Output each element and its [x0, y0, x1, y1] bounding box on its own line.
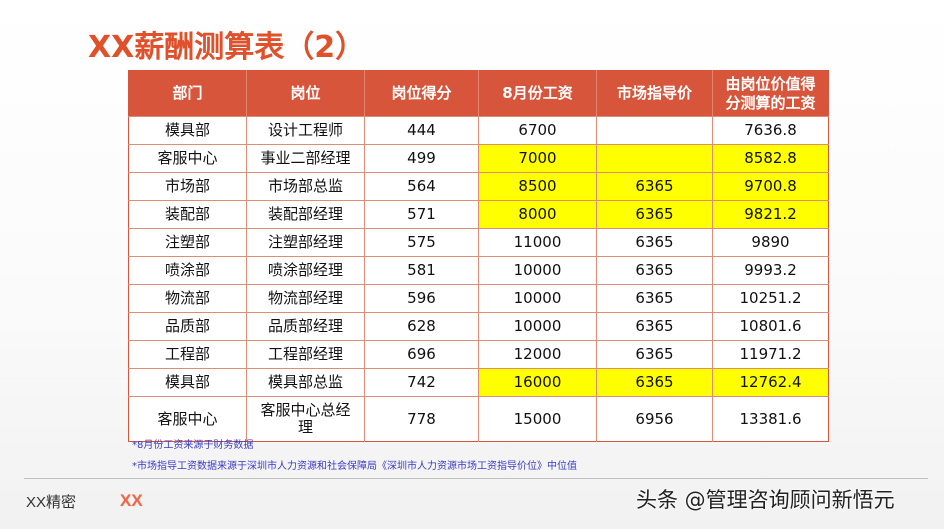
header-department: 部门	[128, 70, 247, 117]
cell-calculated-salary: 9821.2	[712, 200, 829, 229]
header-august-salary: 8月份工资	[478, 70, 597, 117]
footer-divider	[24, 478, 928, 479]
cell-position: 装配部经理	[246, 200, 365, 229]
cell-score: 596	[364, 284, 479, 313]
table-row: 市场部 市场部总监 564 8500 6365 9700.8	[128, 172, 829, 201]
cell-calculated-salary: 9890	[712, 228, 829, 257]
table-row: 物流部 物流部经理 596 10000 6365 10251.2	[128, 284, 829, 313]
cell-position: 喷涂部经理	[246, 256, 365, 285]
cell-department: 市场部	[128, 172, 247, 201]
cell-score: 499	[364, 144, 479, 173]
cell-market-price: 6956	[596, 396, 713, 442]
table-row: 模具部 设计工程师 444 6700 7636.8	[128, 116, 829, 145]
cell-market-price: 6365	[596, 228, 713, 257]
cell-score: 628	[364, 312, 479, 341]
table-row: 喷涂部 喷涂部经理 581 10000 6365 9993.2	[128, 256, 829, 285]
cell-market-price	[596, 116, 713, 145]
cell-position: 模具部总监	[246, 368, 365, 397]
cell-department: 模具部	[128, 368, 247, 397]
cell-department: 注塑部	[128, 228, 247, 257]
cell-market-price: 6365	[596, 368, 713, 397]
cell-score: 571	[364, 200, 479, 229]
cell-department: 喷涂部	[128, 256, 247, 285]
cell-calculated-salary: 11971.2	[712, 340, 829, 369]
cell-calculated-salary: 10801.6	[712, 312, 829, 341]
cell-score: 581	[364, 256, 479, 285]
footnote-august-salary: *8月份工资来源于财务数据	[132, 440, 254, 451]
cell-score: 742	[364, 368, 479, 397]
company-logo: XX	[120, 491, 143, 510]
cell-position: 客服中心总经 理	[246, 396, 365, 442]
cell-calculated-salary: 9993.2	[712, 256, 829, 285]
table-row: 工程部 工程部经理 696 12000 6365 11971.2	[128, 340, 829, 369]
cell-position: 市场部总监	[246, 172, 365, 201]
cell-calculated-salary: 9700.8	[712, 172, 829, 201]
header-market-guide-price: 市场指导价	[596, 70, 713, 117]
cell-position: 工程部经理	[246, 340, 365, 369]
cell-market-price: 6365	[596, 284, 713, 313]
cell-score: 696	[364, 340, 479, 369]
table-header-row: 部门 岗位 岗位得分 8月份工资 市场指导价 由岗位价值得 分测算的工资	[128, 70, 829, 117]
cell-august-salary: 7000	[478, 144, 597, 173]
cell-august-salary: 15000	[478, 396, 597, 442]
cell-market-price: 6365	[596, 340, 713, 369]
header-position: 岗位	[246, 70, 365, 117]
cell-department: 客服中心	[128, 396, 247, 442]
cell-score: 564	[364, 172, 479, 201]
cell-august-salary: 10000	[478, 284, 597, 313]
cell-august-salary: 10000	[478, 312, 597, 341]
cell-department: 物流部	[128, 284, 247, 313]
header-position-score: 岗位得分	[364, 70, 479, 117]
cell-calculated-salary: 10251.2	[712, 284, 829, 313]
cell-position: 设计工程师	[246, 116, 365, 145]
cell-position: 物流部经理	[246, 284, 365, 313]
cell-market-price	[596, 144, 713, 173]
footnote-market-guide: *市场指导工资数据来源于深圳市人力资源和社会保障局《深圳市人力资源市场工资指导价…	[132, 461, 577, 472]
cell-august-salary: 8000	[478, 200, 597, 229]
cell-calculated-salary: 7636.8	[712, 116, 829, 145]
table-row: 注塑部 注塑部经理 575 11000 6365 9890	[128, 228, 829, 257]
cell-score: 575	[364, 228, 479, 257]
cell-department: 装配部	[128, 200, 247, 229]
table-row: 模具部 模具部总监 742 16000 6365 12762.4	[128, 368, 829, 397]
table-row: 装配部 装配部经理 571 8000 6365 9821.2	[128, 200, 829, 229]
cell-score: 778	[364, 396, 479, 442]
table-body: 模具部 设计工程师 444 6700 7636.8 客服中心 事业二部经理 499 7000 85…	[128, 116, 829, 442]
cell-market-price: 6365	[596, 256, 713, 285]
table-row: 客服中心 事业二部经理 499 7000 8582.8	[128, 144, 829, 173]
cell-position: 注塑部经理	[246, 228, 365, 257]
confidential-label: XX精密	[26, 494, 77, 511]
cell-calculated-salary: 8582.8	[712, 144, 829, 173]
page-title: XX薪酬测算表（2）	[88, 30, 366, 65]
salary-table: 部门 岗位 岗位得分 8月份工资 市场指导价 由岗位价值得 分测算的工资 模具部…	[128, 70, 829, 442]
header-calculated-salary: 由岗位价值得 分测算的工资	[712, 70, 829, 117]
cell-august-salary: 16000	[478, 368, 597, 397]
cell-department: 品质部	[128, 312, 247, 341]
cell-position: 品质部经理	[246, 312, 365, 341]
cell-position: 事业二部经理	[246, 144, 365, 173]
cell-department: 工程部	[128, 340, 247, 369]
cell-market-price: 6365	[596, 312, 713, 341]
cell-august-salary: 10000	[478, 256, 597, 285]
watermark-text: 头条 @管理咨询顾问新悟元	[636, 488, 895, 512]
cell-score: 444	[364, 116, 479, 145]
cell-august-salary: 12000	[478, 340, 597, 369]
cell-department: 模具部	[128, 116, 247, 145]
cell-august-salary: 11000	[478, 228, 597, 257]
cell-calculated-salary: 13381.6	[712, 396, 829, 442]
cell-department: 客服中心	[128, 144, 247, 173]
cell-august-salary: 8500	[478, 172, 597, 201]
table-row: 客服中心 客服中心总经 理 778 15000 6956 13381.6	[128, 396, 829, 442]
cell-august-salary: 6700	[478, 116, 597, 145]
cell-calculated-salary: 12762.4	[712, 368, 829, 397]
table-row: 品质部 品质部经理 628 10000 6365 10801.6	[128, 312, 829, 341]
cell-market-price: 6365	[596, 172, 713, 201]
cell-market-price: 6365	[596, 200, 713, 229]
